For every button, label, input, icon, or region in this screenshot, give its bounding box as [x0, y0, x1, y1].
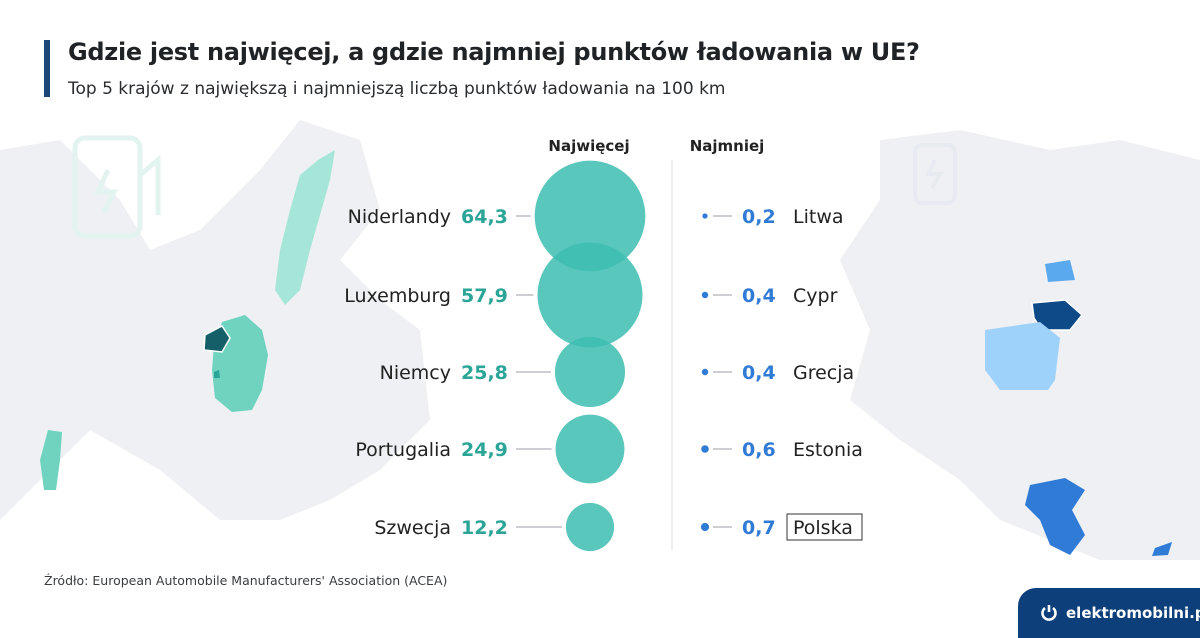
value-label: 12,2 — [461, 517, 508, 539]
country-label: Niderlandy — [348, 206, 451, 228]
title-accent-bar — [44, 40, 50, 97]
left-map — [0, 120, 430, 520]
value-label: 0,7 — [742, 517, 776, 539]
dot-grecja — [701, 368, 709, 376]
map-estonia — [1045, 260, 1075, 282]
logo-text: elektromobilni.pl — [1066, 604, 1200, 622]
dot-polska — [700, 522, 710, 532]
charger-icon — [913, 143, 957, 205]
highlight-box — [786, 513, 863, 541]
value-label: 25,8 — [461, 362, 508, 384]
map-greece — [1025, 478, 1085, 555]
value-label: 0,2 — [742, 206, 776, 228]
dot-litwa — [702, 213, 708, 219]
map-cyprus — [1152, 542, 1172, 556]
bubble-portugalia — [555, 414, 625, 484]
dot-cypr — [701, 291, 709, 299]
power-icon — [1041, 605, 1057, 621]
country-label: Luxemburg — [344, 285, 451, 307]
value-label: 0,4 — [742, 285, 776, 307]
country-label: Portugalia — [355, 439, 451, 461]
country-label: Grecja — [793, 362, 854, 384]
bubble-szwecja — [565, 502, 615, 552]
value-label: 64,3 — [461, 206, 508, 228]
charger-icon — [72, 135, 161, 239]
map-netherlands — [203, 325, 231, 353]
map-portugal — [40, 430, 62, 490]
country-label: Litwa — [793, 206, 844, 228]
page-subtitle: Top 5 krajów z największą i najmniejszą … — [68, 79, 726, 99]
column-header-least: Najmniej — [690, 137, 765, 155]
country-label: Polska — [793, 517, 853, 539]
source-note: Źródło: European Automobile Manufacturer… — [44, 573, 448, 588]
dot-estonia — [701, 445, 709, 453]
least-series: 0,2 Litwa 0,4 Cypr 0,4 Grecja 0,6 Estonia 0,7 Pol… — [700, 206, 863, 541]
value-label: 0,4 — [742, 362, 776, 384]
column-header-most: Najwięcej — [548, 137, 629, 155]
country-label: Cypr — [793, 285, 838, 307]
map-lithuania — [1031, 299, 1084, 331]
right-map — [840, 130, 1200, 560]
bubble-niderlandy — [534, 160, 646, 272]
map-sweden — [275, 150, 335, 305]
bubble-niemcy — [554, 336, 626, 408]
value-label: 24,9 — [461, 439, 508, 461]
page-title: Gdzie jest najwięcej, a gdzie najmniej p… — [68, 38, 920, 66]
most-series: Niderlandy 64,3 Luxemburg 57,9 Niemcy 25,8 Por… — [344, 160, 646, 552]
bubble-luxemburg — [537, 242, 643, 348]
country-label: Niemcy — [380, 362, 451, 384]
map-luxembourg — [214, 370, 220, 378]
country-label: Szwecja — [374, 517, 451, 539]
value-label: 0,6 — [742, 439, 776, 461]
value-label: 57,9 — [461, 285, 508, 307]
brand-logo[interactable]: elektromobilni.pl — [1018, 588, 1200, 638]
country-label: Estonia — [793, 439, 863, 461]
map-poland — [985, 322, 1060, 390]
